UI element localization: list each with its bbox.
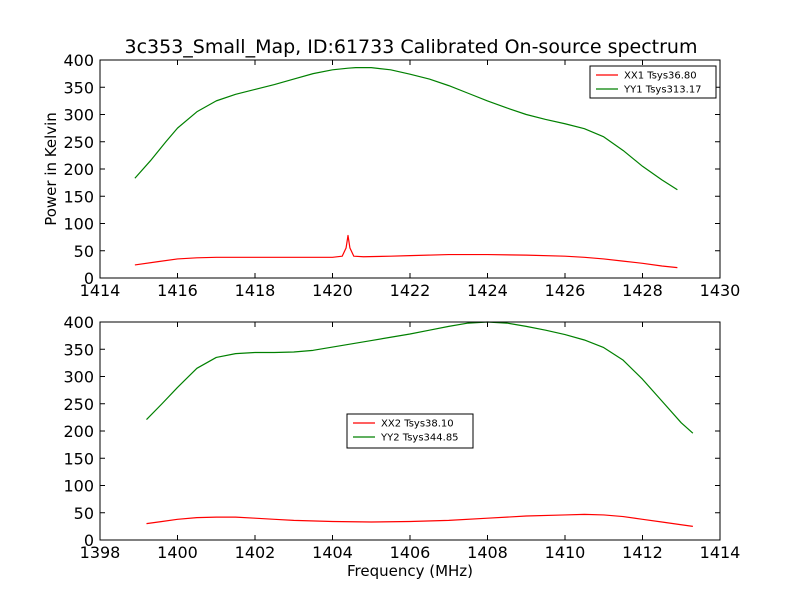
bottom-y-tick-label: 100 [63, 477, 94, 496]
top-x-tick-label: 1420 [312, 281, 353, 300]
top-y-tick-label: 100 [63, 215, 94, 234]
top-y-tick-label: 250 [63, 133, 94, 152]
bottom-x-tick-label: 1414 [700, 543, 741, 562]
bottom-y-tick-label: 50 [74, 504, 94, 523]
bottom-x-tick-label: 1404 [312, 543, 353, 562]
top-legend: XX1 Tsys36.80 YY1 Tsys313.17 [589, 65, 717, 99]
top-x-tick-label: 1428 [622, 281, 663, 300]
top-x-tick-label: 1414 [80, 281, 121, 300]
bottom-x-tick-label: 1398 [80, 543, 121, 562]
top-y-axis-label: Power in Kelvin [42, 112, 60, 226]
top-x-tick-label: 1426 [545, 281, 586, 300]
bottom-legend: XX2 Tsys38.10 YY2 Tsys344.85 [346, 413, 474, 449]
bottom-series-line-xx2 [146, 513, 693, 527]
bottom-y-tick-label: 0 [84, 531, 94, 550]
bottom-y-tick-label: 400 [63, 313, 94, 332]
bottom-legend-label: XX2 Tsys38.10 [381, 419, 454, 430]
top-x-tick-label: 1430 [700, 281, 741, 300]
bottom-x-axis-label: Frequency (MHz) [347, 562, 473, 580]
bottom-y-tick-label: 200 [63, 422, 94, 441]
figure-title: 3c353_Small_Map, ID:61733 Calibrated On-… [125, 36, 698, 58]
top-legend-box [589, 65, 717, 99]
bottom-x-tick-label: 1402 [235, 543, 276, 562]
top-x-tick-label: 1422 [390, 281, 431, 300]
top-y-tick-label: 400 [63, 51, 94, 70]
bottom-legend-box [346, 413, 474, 449]
bottom-legend-label: YY2 Tsys344.85 [380, 433, 459, 444]
top-series-line-yy1 [134, 67, 678, 191]
bottom-x-tick-label: 1406 [390, 543, 431, 562]
top-legend-label: YY1 Tsys313.17 [623, 85, 702, 96]
top-series-line-xx1 [134, 234, 678, 269]
bottom-y-tick-label: 250 [63, 395, 94, 414]
bottom-y-tick-label: 300 [63, 368, 94, 387]
bottom-x-tick-label: 1410 [545, 543, 586, 562]
top-x-tick-label: 1416 [157, 281, 198, 300]
bottom-x-tick-label: 1400 [157, 543, 198, 562]
top-y-tick-label: 350 [63, 78, 94, 97]
top-spectrum-axes: 1414 1416 1418 1420 1422 1424 1426 1428 1430 0 50 1… [42, 51, 740, 300]
top-y-tick-label: 150 [63, 187, 94, 206]
top-legend-label: XX1 Tsys36.80 [624, 71, 697, 82]
bottom-y-tick-label: 150 [63, 449, 94, 468]
top-x-tick-label: 1418 [235, 281, 276, 300]
top-y-tick-label: 0 [84, 269, 94, 288]
top-x-tick-label: 1424 [467, 281, 508, 300]
bottom-y-tick-label: 350 [63, 340, 94, 359]
top-y-tick-label: 300 [63, 106, 94, 125]
top-y-tick-label: 200 [63, 160, 94, 179]
bottom-x-tick-label: 1412 [622, 543, 663, 562]
bottom-spectrum-axes: 1398 1400 1402 1404 1406 1408 1410 1412 1414 0 50 1… [63, 313, 740, 580]
top-y-tick-label: 50 [74, 242, 94, 261]
bottom-x-tick-label: 1408 [467, 543, 508, 562]
bottom-series-line-yy2 [146, 321, 694, 434]
